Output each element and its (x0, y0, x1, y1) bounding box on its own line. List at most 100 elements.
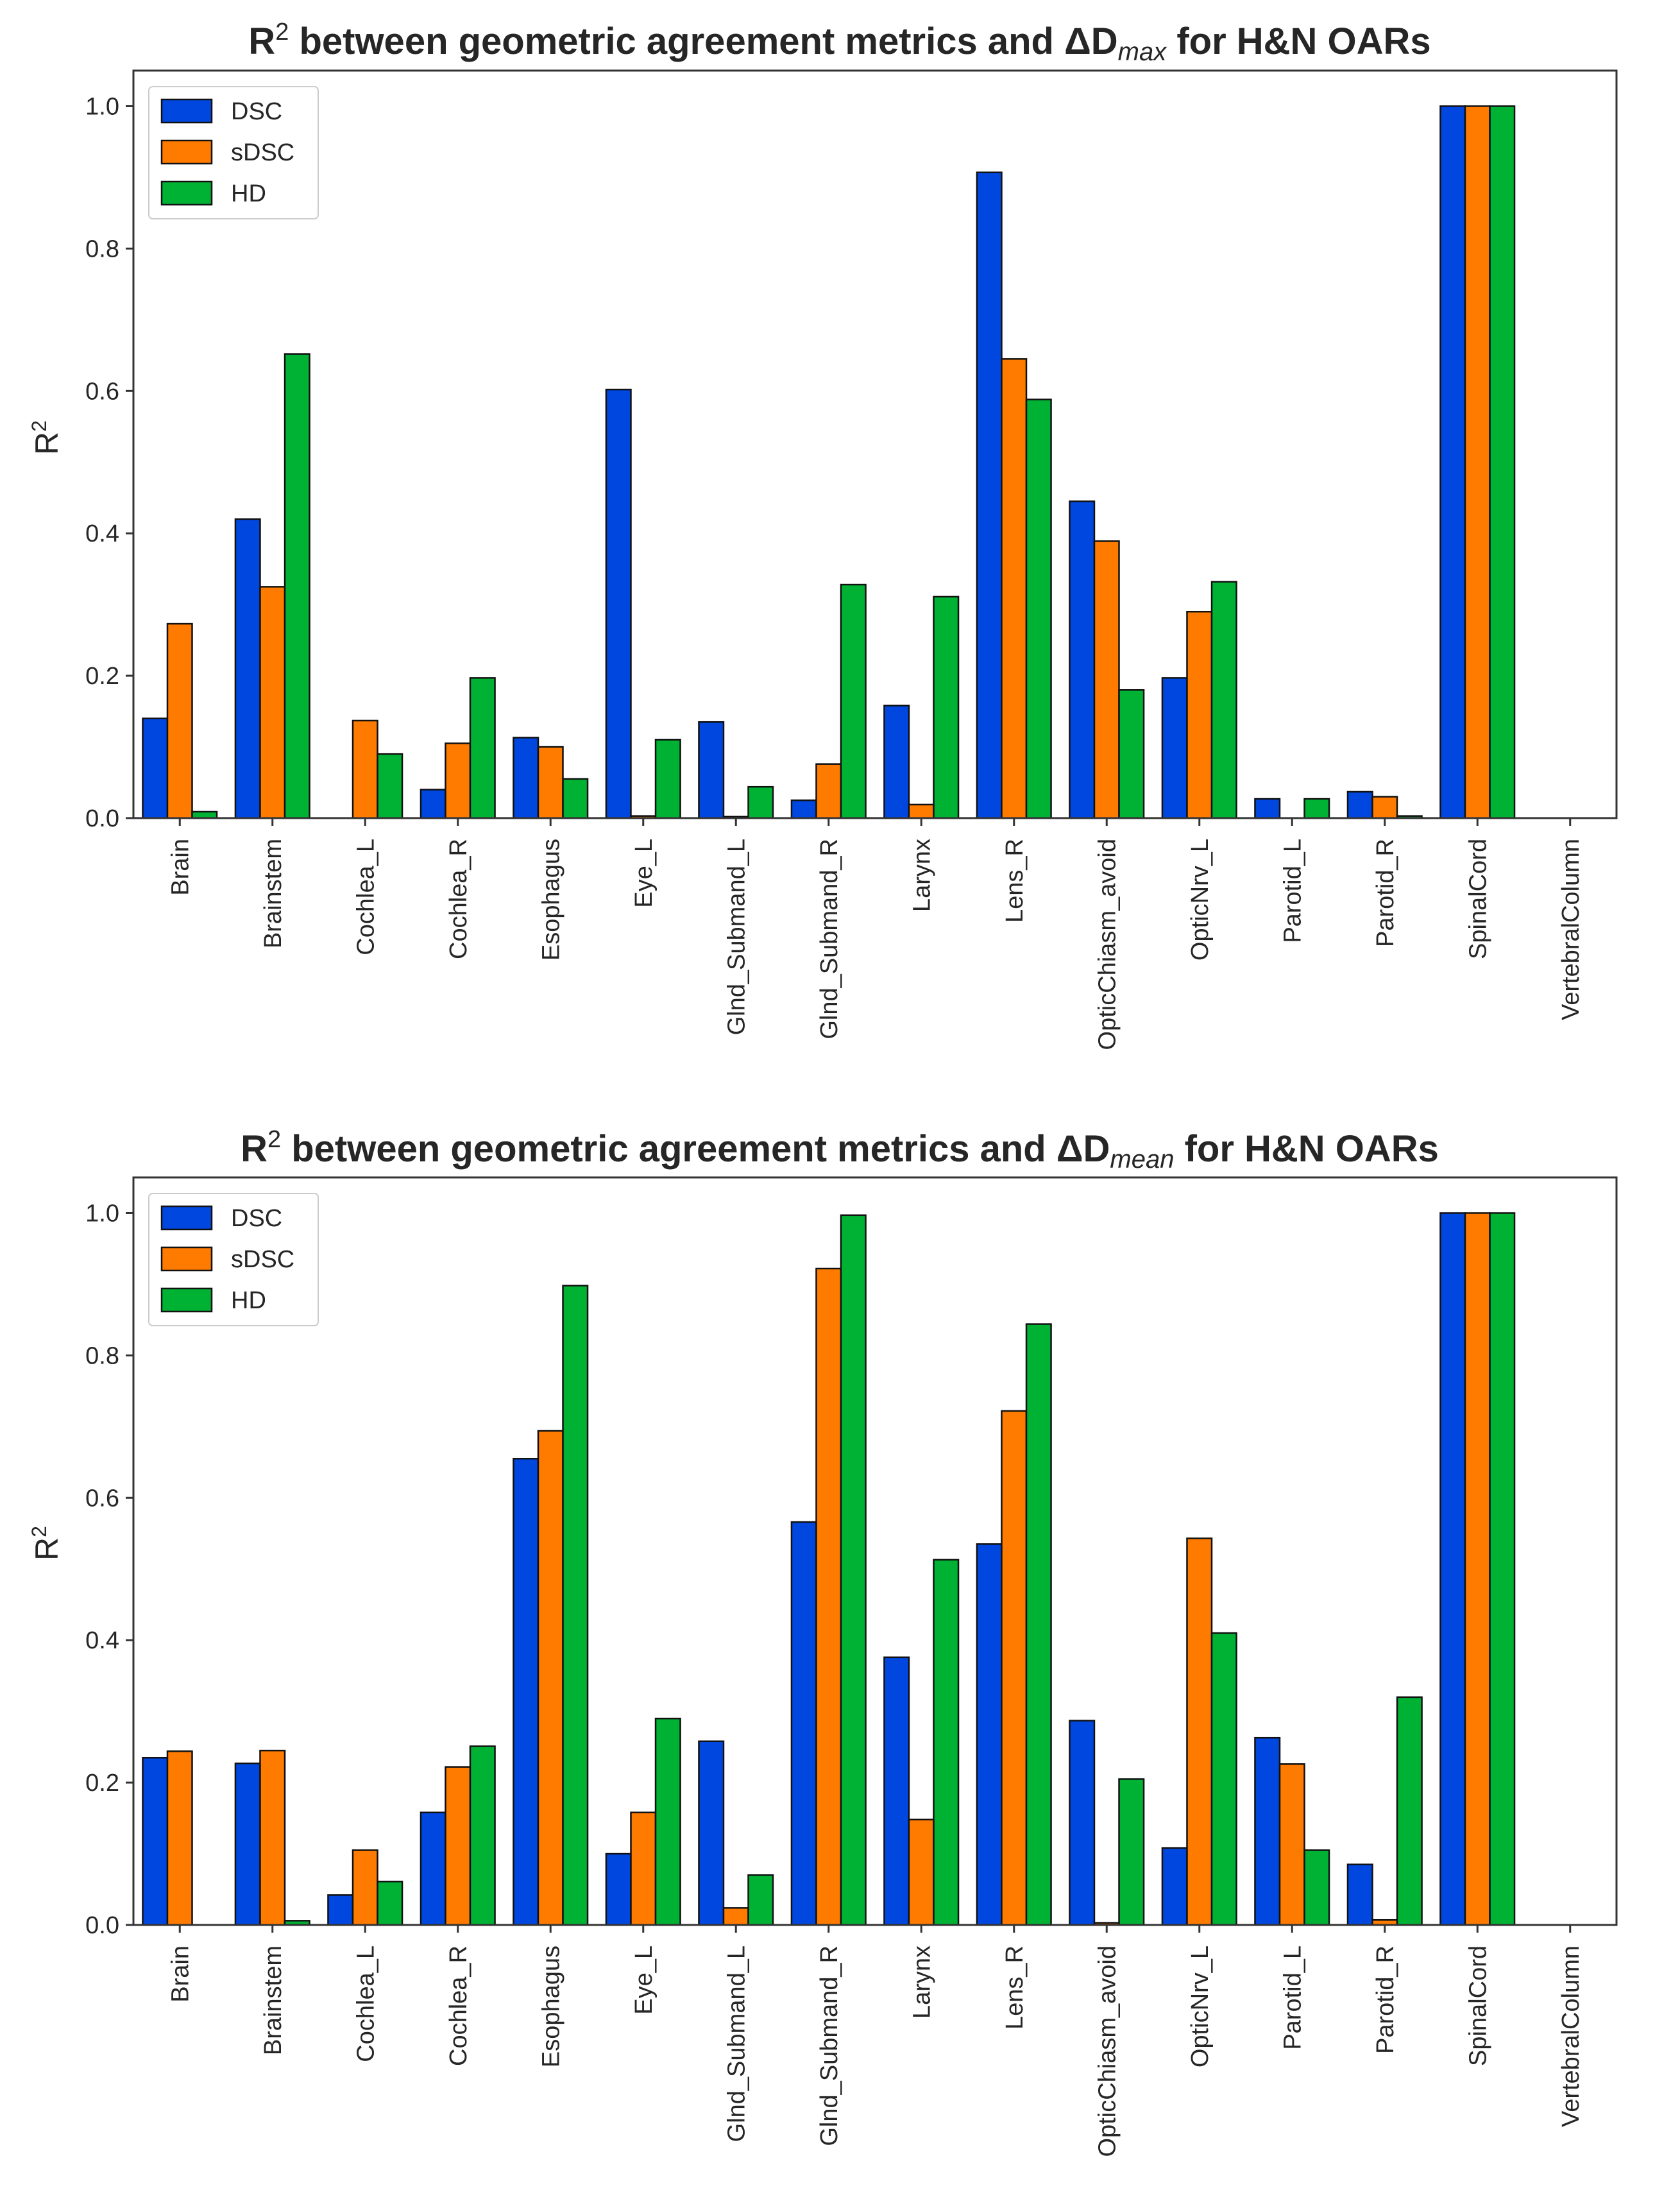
bar-sdsc-parotid_r (1371, 796, 1398, 819)
bar-sdsc-glnd_submand_r (815, 1267, 842, 1926)
bar-dsc-opticnrv_l (1161, 677, 1188, 819)
legend-swatch-dsc (160, 1205, 213, 1231)
bar-dsc-parotid_l (1254, 1736, 1281, 1926)
x-tick-label: Parotid_R (1372, 1945, 1399, 2054)
x-tick-label: Parotid_R (1372, 839, 1399, 947)
legend-label-hd: HD (231, 180, 266, 207)
bar-dsc-eye_l (605, 1852, 632, 1926)
bar-hd-esophagus (562, 778, 589, 819)
bar-hd-spinalcord (1489, 105, 1516, 819)
y-tick-label: 0.6 (85, 1485, 119, 1512)
bar-sdsc-spinalcord (1464, 1212, 1491, 1926)
legend-swatch-hd (160, 1287, 213, 1313)
bar-dsc-cochlea_r (420, 1811, 446, 1926)
legend-label-dsc: DSC (231, 98, 282, 125)
y-tick-label: 0.4 (85, 520, 119, 547)
x-tick-label: SpinalCord (1464, 1945, 1491, 2066)
chart-panel-max: R2 between geometric agreement metrics a… (28, 19, 1618, 1050)
bar-dsc-lens_r (976, 171, 1003, 819)
plot-frame (132, 69, 1618, 819)
bar-dsc-opticchiasm_avoid (1069, 500, 1096, 819)
bar-sdsc-lens_r (1001, 358, 1028, 819)
chart-panel-mean: R2 between geometric agreement metrics a… (28, 1126, 1618, 2157)
x-tick-label: Cochlea_R (445, 1945, 472, 2066)
bar-sdsc-esophagus (537, 746, 564, 819)
bar-hd-lens_r (1025, 398, 1052, 819)
bar-sdsc-glnd_submand_l (722, 1907, 749, 1926)
y-axis-label: R2 (28, 1526, 65, 1560)
x-tick-label: Brainstem (260, 1945, 287, 2055)
bar-hd-parotid_l (1303, 1849, 1330, 1926)
bar-dsc-spinalcord (1439, 1212, 1466, 1926)
y-tick-label: 0.2 (85, 663, 119, 690)
bar-hd-cochlea_r (469, 1745, 496, 1926)
x-tick-label: Parotid_L (1279, 1945, 1306, 2050)
x-tick-label: SpinalCord (1464, 839, 1491, 959)
legend-label-sdsc: sDSC (231, 139, 294, 166)
plot-area: 0.0 0.2 0.4 0.6 0.8 1.0 Brain Brainstem Cochlea_… (85, 93, 1584, 1050)
bar-dsc-spinalcord (1439, 105, 1466, 819)
x-tick-label: Larynx (908, 839, 935, 912)
bar-sdsc-spinalcord (1464, 105, 1491, 819)
bar-dsc-brainstem (234, 1762, 261, 1926)
bar-hd-cochlea_r (469, 677, 496, 819)
bar-dsc-opticnrv_l (1161, 1847, 1188, 1926)
bar-hd-opticnrv_l (1210, 1632, 1237, 1926)
bar-dsc-glnd_submand_l (698, 721, 725, 819)
y-tick-label: 0.0 (85, 1912, 119, 1939)
y-tick-label: 0.6 (85, 378, 119, 405)
y-tick-label: 0.4 (85, 1627, 119, 1654)
x-tick-label: Esophagus (538, 1945, 564, 2067)
bar-dsc-larynx (883, 705, 910, 819)
x-tick-label: Cochlea_R (445, 839, 472, 959)
x-tick-label: VertebralColumn (1557, 1945, 1584, 2127)
bar-dsc-cochlea_r (420, 789, 446, 819)
bar-dsc-esophagus (513, 1458, 539, 1926)
bar-hd-glnd_submand_l (747, 785, 774, 819)
bar-dsc-parotid_r (1346, 1863, 1373, 1926)
bar-dsc-brainstem (234, 518, 261, 819)
bar-hd-lens_r (1025, 1323, 1052, 1926)
legend: DSC sDSC HD (148, 1193, 319, 1326)
x-tick-label: Glnd_Submand_R (816, 839, 843, 1039)
bar-hd-esophagus (562, 1285, 589, 1926)
x-tick-label: OpticChiasm_avoid (1094, 1945, 1121, 2157)
x-tick-label: Esophagus (538, 839, 564, 961)
x-tick-label: Glnd_Submand_L (723, 839, 750, 1035)
legend-swatch-sdsc (160, 1246, 213, 1272)
bar-sdsc-eye_l (630, 1811, 657, 1926)
bar-hd-glnd_submand_r (840, 583, 867, 819)
bar-sdsc-brain (166, 622, 193, 819)
x-tick-label: Brain (167, 839, 194, 896)
bar-hd-opticchiasm_avoid (1118, 1778, 1145, 1926)
bar-hd-cochlea_l (377, 753, 403, 819)
bar-sdsc-opticnrv_l (1186, 1537, 1213, 1926)
y-axis-label: R2 (28, 420, 65, 455)
bar-hd-parotid_r (1396, 1696, 1423, 1926)
bar-sdsc-cochlea_l (352, 1849, 378, 1926)
bar-hd-eye_l (654, 1717, 681, 1926)
bar-dsc-lens_r (976, 1543, 1003, 1926)
legend-label-dsc: DSC (231, 1205, 282, 1232)
bar-dsc-glnd_submand_l (698, 1740, 725, 1926)
bar-sdsc-brainstem (259, 586, 286, 819)
x-tick-label: Glnd_Submand_L (723, 1945, 750, 2142)
x-tick-label: Lens_R (1001, 839, 1028, 923)
bar-sdsc-larynx (908, 1818, 935, 1926)
bar-dsc-brain (142, 717, 169, 819)
y-tick-label: 0.8 (85, 235, 119, 262)
x-tick-label: Brainstem (260, 839, 287, 948)
bar-sdsc-larynx (908, 803, 935, 819)
bar-dsc-cochlea_l (327, 1894, 354, 1926)
bar-hd-brainstem (284, 353, 310, 819)
x-tick-label: Eye_L (631, 1945, 658, 2015)
legend-swatch-sdsc (160, 139, 213, 165)
bar-dsc-parotid_r (1346, 791, 1373, 819)
x-tick-label: Brain (167, 1945, 194, 2003)
bar-hd-larynx (933, 1559, 960, 1926)
bar-sdsc-brainstem (259, 1749, 286, 1926)
legend-swatch-dsc (160, 98, 213, 124)
bar-hd-spinalcord (1489, 1212, 1516, 1926)
x-tick-label: VertebralColumn (1557, 839, 1584, 1020)
bar-hd-opticchiasm_avoid (1118, 689, 1145, 819)
